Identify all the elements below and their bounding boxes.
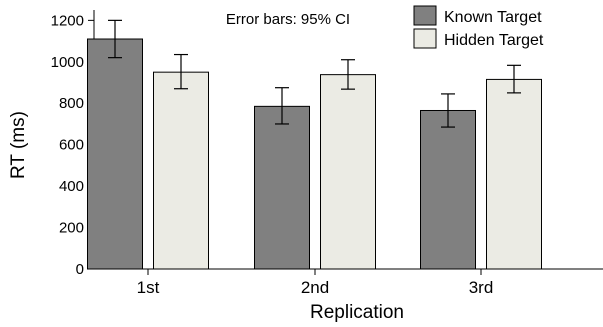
legend-swatch bbox=[413, 28, 437, 49]
bar bbox=[254, 105, 310, 270]
x-tick-label: 2nd bbox=[301, 278, 329, 297]
plot-area: 0 200 400 600 800 1000 1200 1st 2nd 3rd bbox=[51, 10, 603, 297]
bar bbox=[320, 74, 376, 270]
y-tick-label: 400 bbox=[59, 178, 84, 195]
y-tick-label: 800 bbox=[59, 95, 84, 112]
legend-label: Hidden Target bbox=[444, 32, 544, 49]
bar bbox=[87, 38, 143, 270]
x-tick-label: 3rd bbox=[469, 278, 494, 297]
y-axis-title: RT (ms) bbox=[8, 111, 29, 179]
bar bbox=[486, 78, 542, 270]
y-tick-label: 200 bbox=[59, 220, 84, 237]
legend-label: Known Target bbox=[444, 9, 542, 26]
x-axis-title: Replication bbox=[310, 302, 404, 323]
chart-annotation: Error bars: 95% CI bbox=[226, 11, 350, 28]
x-tick-label: 1st bbox=[137, 278, 160, 297]
bar bbox=[420, 109, 476, 270]
y-tick-label: 1200 bbox=[51, 12, 84, 29]
legend-swatch bbox=[413, 5, 437, 26]
legend: Known Target Hidden Target bbox=[413, 5, 544, 49]
y-tick-label: 0 bbox=[76, 261, 84, 278]
bar bbox=[153, 71, 209, 270]
y-tick-label: 1000 bbox=[51, 54, 84, 71]
y-tick-label: 600 bbox=[59, 137, 84, 154]
